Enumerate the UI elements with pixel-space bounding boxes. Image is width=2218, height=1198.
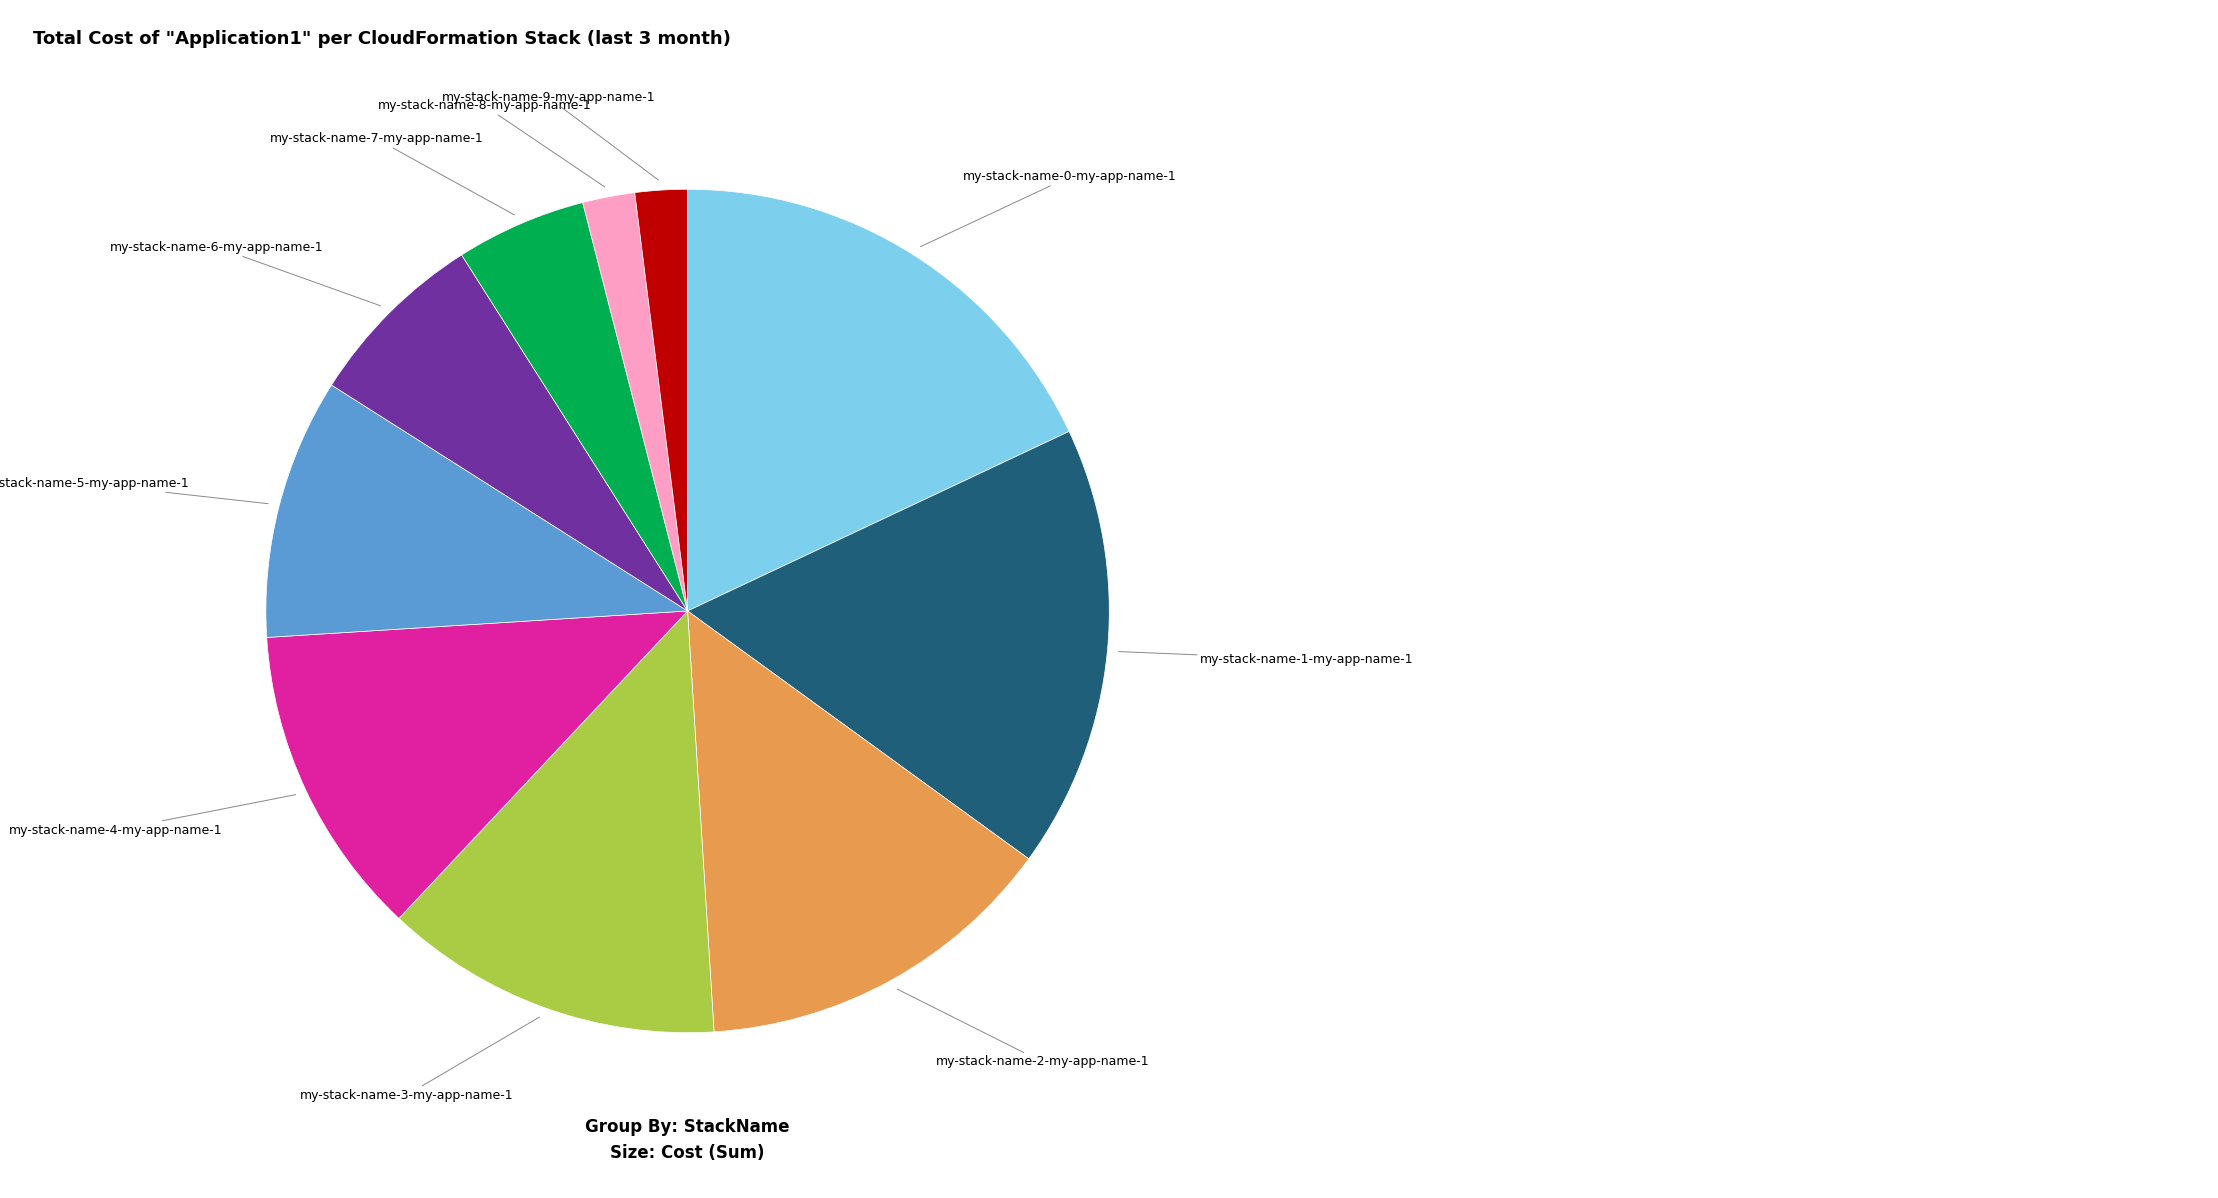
Text: my-stack-name-2-my-app-name-1: my-stack-name-2-my-app-name-1 (898, 990, 1149, 1069)
Text: my-stack-name-5-my-app-name-1: my-stack-name-5-my-app-name-1 (0, 477, 268, 503)
Text: my-stack-name-4-my-app-name-1: my-stack-name-4-my-app-name-1 (9, 794, 295, 836)
Text: my-stack-name-9-my-app-name-1: my-stack-name-9-my-app-name-1 (441, 91, 659, 180)
Wedge shape (688, 189, 1069, 611)
Wedge shape (688, 431, 1109, 859)
Text: my-stack-name-3-my-app-name-1: my-stack-name-3-my-app-name-1 (299, 1017, 539, 1101)
Text: my-stack-name-1-my-app-name-1: my-stack-name-1-my-app-name-1 (1118, 652, 1413, 666)
Wedge shape (266, 611, 688, 919)
Text: my-stack-name-6-my-app-name-1: my-stack-name-6-my-app-name-1 (111, 241, 381, 305)
Text: my-stack-name-8-my-app-name-1: my-stack-name-8-my-app-name-1 (377, 99, 606, 187)
Wedge shape (461, 202, 688, 611)
Text: Group By: StackName
Size: Cost (Sum): Group By: StackName Size: Cost (Sum) (586, 1118, 790, 1162)
Wedge shape (399, 611, 714, 1033)
Wedge shape (688, 611, 1029, 1031)
Legend: my-stack-name-0-my-app-name-1, my-stack-name-1-my-app-name-1, my-stack-name-2-my: my-stack-name-0-my-app-name-1, my-stack-… (1484, 67, 1763, 365)
Wedge shape (266, 385, 688, 637)
Wedge shape (583, 193, 688, 611)
Text: my-stack-name-7-my-app-name-1: my-stack-name-7-my-app-name-1 (271, 132, 515, 214)
Text: my-stack-name-0-my-app-name-1: my-stack-name-0-my-app-name-1 (920, 170, 1178, 247)
Text: Total Cost of "Application1" per CloudFormation Stack (last 3 month): Total Cost of "Application1" per CloudFo… (33, 30, 732, 48)
Wedge shape (634, 189, 688, 611)
Wedge shape (330, 255, 688, 611)
